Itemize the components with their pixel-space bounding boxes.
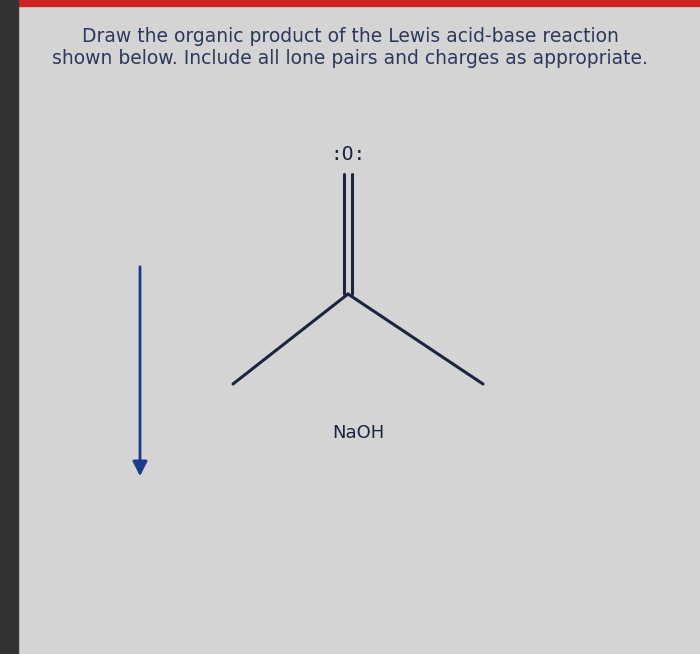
Text: NaOH: NaOH (332, 424, 384, 442)
Text: shown below. Include all lone pairs and charges as appropriate.: shown below. Include all lone pairs and … (52, 50, 648, 69)
Text: Draw the organic product of the Lewis acid-base reaction: Draw the organic product of the Lewis ac… (82, 27, 618, 46)
Bar (0, 0, 18, 654)
Bar (0, 0, 700, 6)
Text: :O:: :O: (330, 145, 365, 164)
